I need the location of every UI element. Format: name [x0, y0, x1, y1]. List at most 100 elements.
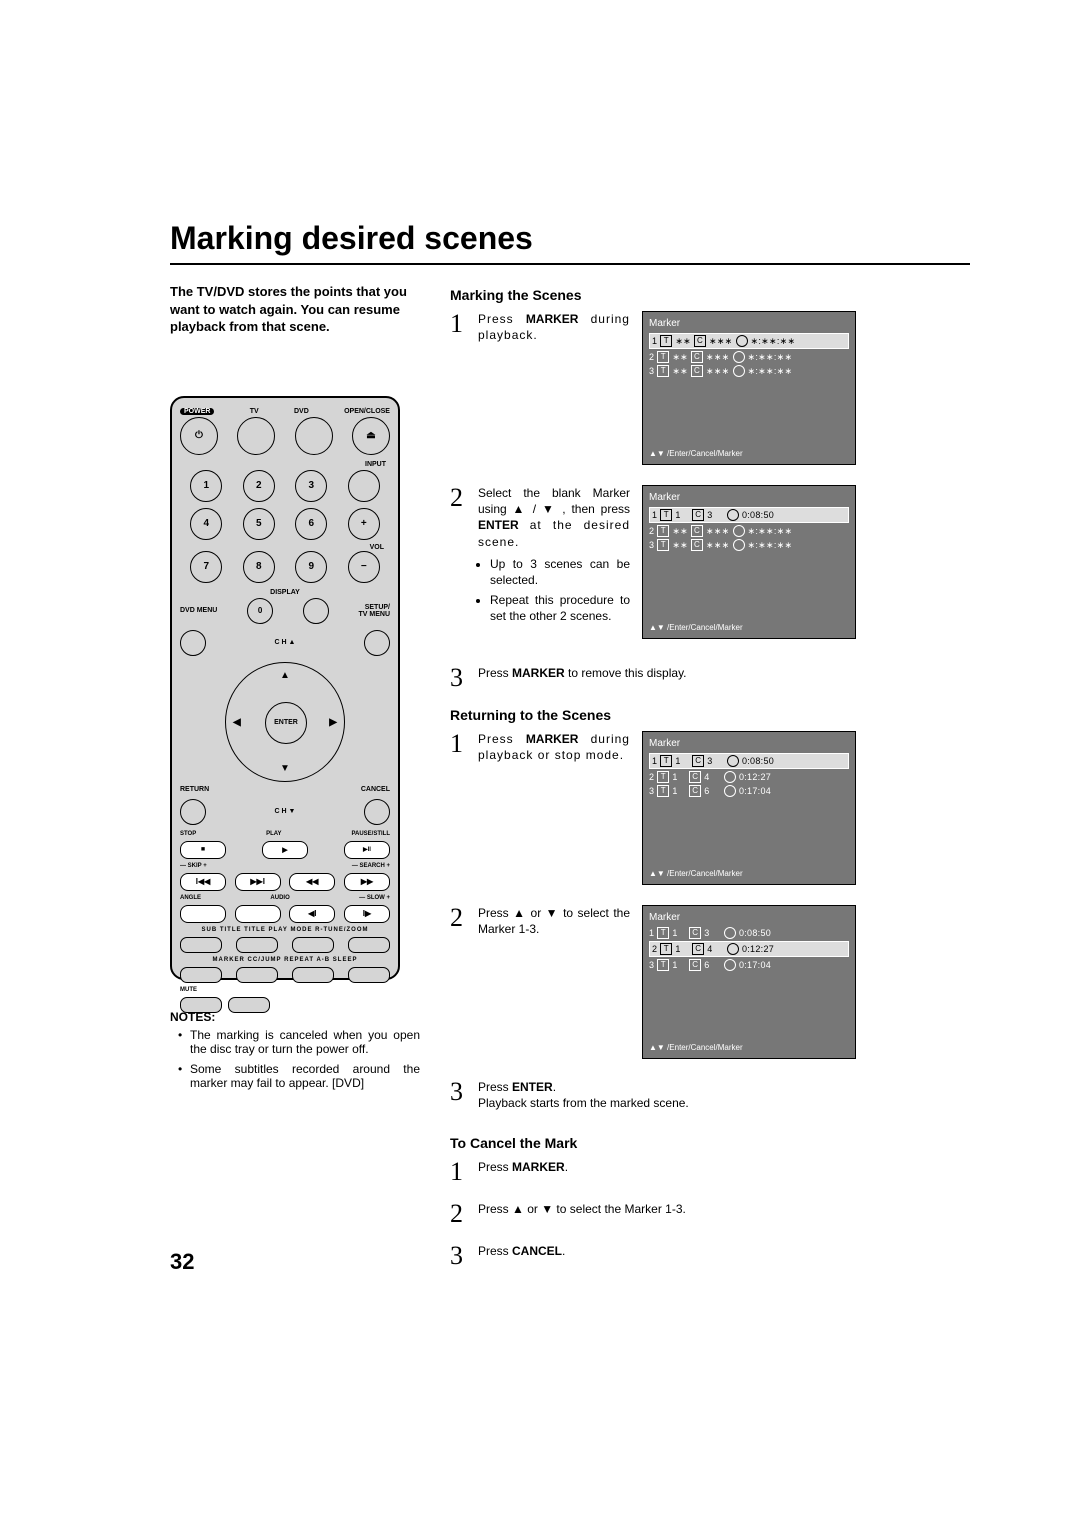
- slow-rev[interactable]: ◀I: [289, 905, 335, 923]
- vol-down[interactable]: −: [348, 551, 380, 583]
- ch-dn-label: C H ▼: [275, 808, 296, 815]
- step-text: Press MARKER to remove this display.: [478, 665, 970, 681]
- num-6[interactable]: 6: [295, 508, 327, 540]
- title-rule: [170, 263, 970, 265]
- mute-label: MUTE: [180, 987, 197, 993]
- osd-row: 1 T ∗∗ C ∗∗∗ ∗:∗∗:∗∗: [649, 333, 849, 349]
- section-heading: Marking the Scenes: [450, 287, 970, 303]
- page-number: 32: [170, 1249, 194, 1275]
- search-label: — SEARCH +: [352, 863, 390, 869]
- num-9[interactable]: 9: [295, 551, 327, 583]
- step-text: Press CANCEL.: [478, 1243, 970, 1259]
- vol-label: VOL: [180, 544, 384, 551]
- step-text: Press ▲ or ▼ to select the Marker 1-3.: [478, 1201, 970, 1217]
- slow-fwd[interactable]: I▶: [344, 905, 390, 923]
- step-number: 3: [450, 1243, 470, 1269]
- step-text: Press MARKER.: [478, 1159, 970, 1175]
- num-5[interactable]: 5: [243, 508, 275, 540]
- dvd-menu-button[interactable]: [180, 630, 206, 656]
- skip-label: — SKIP +: [180, 863, 207, 869]
- osd-row: 3 T 1 C 6 0:17:04: [649, 959, 849, 971]
- search-fwd[interactable]: ▶▶: [344, 873, 390, 891]
- vol-up[interactable]: +: [348, 508, 380, 540]
- osd-row: 2 T 1 C 4 0:12:27: [649, 771, 849, 783]
- step: 3 Press CANCEL.: [450, 1243, 970, 1269]
- audio-label: AUDIO: [270, 895, 289, 901]
- step-number: 3: [450, 1079, 470, 1105]
- osd-row: 3 T ∗∗ C ∗∗∗ ∗:∗∗:∗∗: [649, 539, 849, 551]
- num-1[interactable]: 1: [190, 470, 222, 502]
- blank-button[interactable]: [228, 997, 270, 1013]
- note-item: Some subtitles recorded around the marke…: [182, 1062, 420, 1090]
- num-7[interactable]: 7: [190, 551, 222, 583]
- osd-title: Marker: [649, 492, 849, 503]
- display-button[interactable]: [303, 598, 329, 624]
- ccjump-button[interactable]: [236, 967, 278, 983]
- angle-button[interactable]: [180, 905, 226, 923]
- osd-title: Marker: [649, 912, 849, 923]
- step-text: Press MARKER during playback.: [478, 311, 630, 343]
- repeat-button[interactable]: [292, 967, 334, 983]
- up-arrow[interactable]: ▲: [280, 670, 290, 681]
- left-arrow[interactable]: ◀: [233, 717, 241, 728]
- tv-label: TV: [250, 408, 259, 415]
- down-arrow[interactable]: ▼: [280, 763, 290, 774]
- num-8[interactable]: 8: [243, 551, 275, 583]
- skip-next[interactable]: ▶▶I: [235, 873, 281, 891]
- display-label: DISPLAY: [270, 589, 300, 596]
- title-button[interactable]: [236, 937, 278, 953]
- playmode-button[interactable]: [292, 937, 334, 953]
- input-button[interactable]: [348, 470, 380, 502]
- num-4[interactable]: 4: [190, 508, 222, 540]
- osd-row: 1 T 1 C 3 0:08:50: [649, 927, 849, 939]
- step: 3 Press ENTER. Playback starts from the …: [450, 1079, 970, 1111]
- step-number: 2: [450, 905, 470, 931]
- step: 1 Press MARKER.: [450, 1159, 970, 1185]
- enter-button[interactable]: ENTER: [265, 702, 307, 744]
- stop-label: STOP: [180, 831, 196, 837]
- setup-label: SETUP/ TV MENU: [359, 604, 391, 618]
- mute-button[interactable]: [180, 997, 222, 1013]
- slow-label: — SLOW +: [359, 895, 390, 901]
- step-number: 1: [450, 731, 470, 757]
- remote-diagram: POWER TV DVD OPEN/CLOSE ⏻ ⏏ INPUT 1 2 3: [170, 396, 400, 980]
- intro-text: The TV/DVD stores the points that you wa…: [170, 283, 420, 336]
- sleep-button[interactable]: [348, 967, 390, 983]
- osd-row: 2 T ∗∗ C ∗∗∗ ∗:∗∗:∗∗: [649, 351, 849, 363]
- eject-button[interactable]: ⏏: [352, 417, 390, 455]
- subtitle-button[interactable]: [180, 937, 222, 953]
- osd-footer: ▲▼ /Enter/Cancel/Marker: [649, 623, 743, 632]
- page-title: Marking desired scenes: [170, 220, 970, 257]
- osd-title: Marker: [649, 318, 849, 329]
- right-column: Marking the Scenes 1 Press MARKER during…: [450, 283, 970, 1285]
- rtune-button[interactable]: [348, 937, 390, 953]
- num-2[interactable]: 2: [243, 470, 275, 502]
- pause-button[interactable]: [344, 841, 390, 859]
- osd-row: 2 T 1 C 4 0:12:27: [649, 941, 849, 957]
- num-3[interactable]: 3: [295, 470, 327, 502]
- return-button[interactable]: [180, 799, 206, 825]
- search-rev[interactable]: ◀◀: [289, 873, 335, 891]
- stop-button[interactable]: [180, 841, 226, 859]
- marker-button[interactable]: [180, 967, 222, 983]
- cancel-button[interactable]: [364, 799, 390, 825]
- right-arrow[interactable]: ▶: [329, 717, 337, 728]
- open-label: OPEN/CLOSE: [344, 408, 390, 415]
- dvd-label: DVD: [294, 408, 309, 415]
- power-button[interactable]: ⏻: [180, 417, 218, 455]
- power-label: POWER: [180, 408, 214, 415]
- skip-prev[interactable]: I◀◀: [180, 873, 226, 891]
- dpad[interactable]: ENTER ▲ ▼ ◀ ▶: [225, 662, 345, 782]
- dvd-button[interactable]: [295, 417, 333, 455]
- osd-panel: Marker 1 T 1 C 3 0:08:50 2 T 1 C 4 0:12:…: [642, 731, 856, 885]
- step-text: Select the blank Marker using ▲ / ▼ , th…: [478, 485, 630, 629]
- dvd-menu-label: DVD MENU: [180, 607, 217, 614]
- step: 3 Press MARKER to remove this display.: [450, 665, 970, 691]
- step: 2 Select the blank Marker using ▲ / ▼ , …: [450, 485, 630, 629]
- audio-button[interactable]: [235, 905, 281, 923]
- tv-button[interactable]: [237, 417, 275, 455]
- play-button[interactable]: [262, 841, 308, 859]
- num-0[interactable]: 0: [247, 598, 273, 624]
- step-number: 2: [450, 1201, 470, 1227]
- setup-button[interactable]: [364, 630, 390, 656]
